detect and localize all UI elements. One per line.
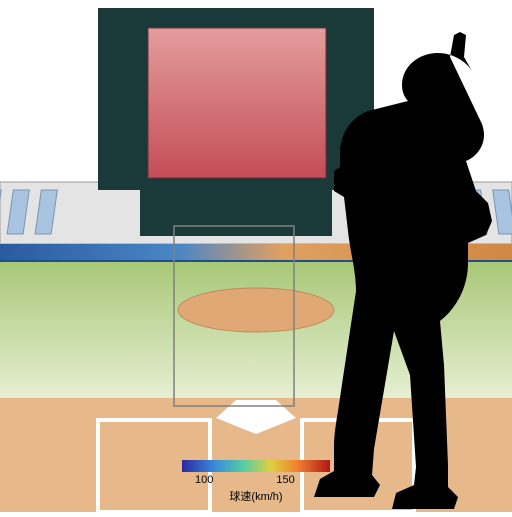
legend-tick: 100 — [195, 474, 213, 486]
pitchers-mound — [178, 288, 334, 332]
legend-tick: 150 — [276, 474, 294, 486]
pitch-view-diagram: 100 150 球速(km/h) — [0, 0, 512, 512]
scoreboard-screen — [148, 28, 326, 178]
speed-legend-bar — [182, 460, 330, 472]
scene-svg — [0, 0, 512, 512]
legend-label: 球速(km/h) — [182, 488, 330, 504]
scoreboard-base — [140, 190, 332, 236]
